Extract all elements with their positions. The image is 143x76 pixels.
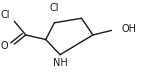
Text: NH: NH <box>53 58 67 68</box>
Text: O: O <box>0 41 8 51</box>
Text: OH: OH <box>121 24 136 34</box>
Text: Cl: Cl <box>1 10 10 20</box>
Text: Cl: Cl <box>50 3 59 13</box>
